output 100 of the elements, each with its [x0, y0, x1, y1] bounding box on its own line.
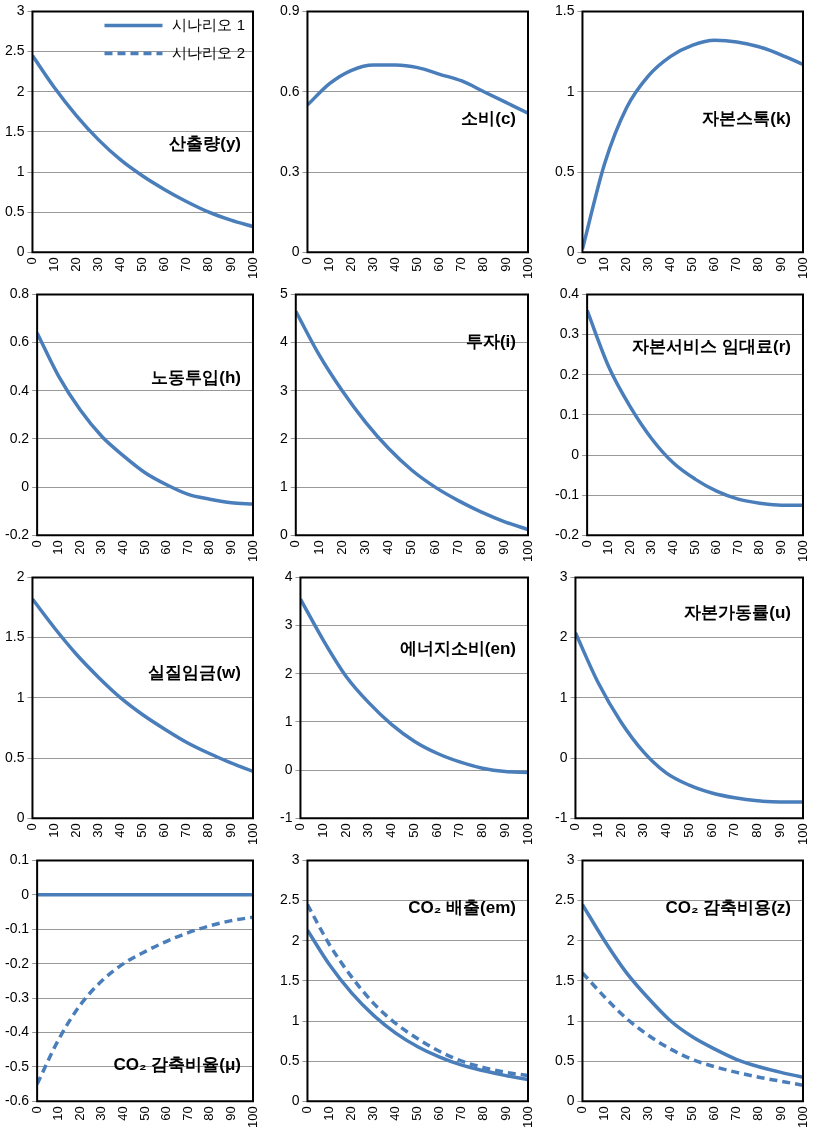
y-tick-label: 3 — [16, 2, 25, 19]
y-tick-label: 1.5 — [279, 971, 300, 988]
x-tick-label: 90 — [772, 257, 788, 272]
y-tick-label: 3 — [559, 568, 568, 585]
y-tick-label: 1.5 — [554, 2, 575, 19]
x-tick-label: 20 — [68, 257, 84, 272]
text: 투자(i) — [465, 332, 516, 352]
x-tick-label: 100 — [244, 257, 260, 280]
x-tick-label: 90 — [496, 823, 512, 838]
x-tick-label: 70 — [451, 823, 467, 838]
x-tick-label: 60 — [431, 1106, 447, 1121]
x-tick-label: 50 — [684, 1106, 700, 1121]
x-tick-label: 100 — [244, 823, 260, 846]
text: 노동투입(h) — [151, 368, 241, 388]
text: 실질임금(w) — [148, 663, 241, 683]
x-tick-label: 30 — [93, 540, 109, 555]
x-tick-label: 80 — [473, 540, 489, 555]
x-tick-label: 100 — [519, 257, 535, 280]
y-tick-label: 2 — [291, 931, 300, 948]
y-tick-label: 1 — [279, 477, 288, 494]
x-tick-label: 80 — [749, 823, 765, 838]
y-tick-label: -0.2 — [5, 526, 30, 543]
y-tick-label: 0.4 — [559, 285, 580, 302]
x-tick-label: 20 — [618, 257, 634, 272]
x-tick-label: 50 — [403, 540, 419, 555]
x-tick-label: 30 — [365, 257, 381, 272]
y-tick-label: 2 — [16, 568, 25, 585]
x-tick-label: 40 — [112, 823, 128, 838]
text: 자본가동률(u) — [684, 603, 791, 623]
x-tick-label: 20 — [337, 823, 353, 838]
x-tick-label: 80 — [475, 1106, 491, 1121]
x-tick-label: 100 — [794, 257, 810, 280]
x-tick-label: 70 — [449, 540, 465, 555]
x-tick-label: 20 — [71, 1106, 87, 1121]
y-tick-label: 2 — [16, 82, 25, 99]
y-tick-label: 0.6 — [279, 82, 300, 99]
y-tick-label: 4 — [284, 568, 293, 585]
y-tick-label: 0.6 — [9, 333, 30, 350]
x-tick-label: 0 — [299, 257, 315, 265]
y-tick-label: 0.5 — [4, 748, 25, 765]
y-tick-label: 0.5 — [554, 1052, 575, 1069]
y-tick-label: 3 — [291, 851, 300, 868]
text: CO₂ 감축비율(μ) — [113, 1054, 241, 1074]
x-tick-label: 50 — [136, 1106, 152, 1121]
y-tick-label: 3 — [566, 851, 575, 868]
y-tick-label: 3 — [279, 381, 288, 398]
x-tick-label: 60 — [158, 1106, 174, 1121]
x-tick-label: 70 — [453, 1106, 469, 1121]
x-tick-label: 10 — [600, 540, 616, 555]
x-tick-label: 100 — [519, 540, 535, 563]
x-tick-label: 60 — [706, 257, 722, 272]
y-tick-label: 0.5 — [554, 162, 575, 179]
x-tick-label: 10 — [46, 257, 62, 272]
x-tick-label: 10 — [596, 257, 612, 272]
text: 소비(c) — [461, 109, 516, 129]
x-tick-label: 10 — [50, 1106, 66, 1121]
x-tick-label: 40 — [380, 540, 396, 555]
x-tick-label: 20 — [71, 540, 87, 555]
x-tick-label: 90 — [222, 1106, 238, 1121]
x-tick-label: 70 — [179, 540, 195, 555]
x-tick-label: 70 — [179, 1106, 195, 1121]
y-tick-label: 0.3 — [279, 162, 300, 179]
x-tick-label: 20 — [621, 540, 637, 555]
y-tick-label: 2 — [279, 429, 288, 446]
x-tick-label: 100 — [244, 1106, 260, 1129]
y-tick-label: 0.5 — [279, 1052, 300, 1069]
x-tick-label: 90 — [222, 823, 238, 838]
x-tick-label: 10 — [310, 540, 326, 555]
x-tick-label: 40 — [383, 823, 399, 838]
y-tick-label: 0.5 — [4, 203, 25, 220]
x-tick-label: 50 — [680, 823, 696, 838]
x-tick-label: 20 — [618, 1106, 634, 1121]
x-tick-label: 100 — [794, 823, 810, 846]
y-tick-label: 4 — [279, 333, 288, 350]
x-tick-label: 90 — [497, 1106, 513, 1121]
x-tick-label: 90 — [771, 823, 787, 838]
legend-label: 시나리오 2 — [172, 43, 245, 61]
x-tick-label: 70 — [728, 1106, 744, 1121]
x-tick-label: 40 — [658, 823, 674, 838]
text: 산출량(y) — [169, 133, 241, 153]
x-tick-label: 60 — [431, 257, 447, 272]
x-tick-label: 40 — [662, 257, 678, 272]
x-tick-label: 50 — [134, 823, 150, 838]
legend-label: 시나리오 1 — [172, 15, 245, 33]
x-tick-label: 60 — [426, 540, 442, 555]
x-tick-label: 20 — [333, 540, 349, 555]
y-tick-label: 1 — [284, 712, 293, 729]
x-tick-label: 80 — [474, 823, 490, 838]
x-tick-label: 50 — [134, 257, 150, 272]
x-tick-label: 10 — [321, 257, 337, 272]
y-tick-label: 0 — [284, 760, 293, 777]
y-tick-label: 0.2 — [9, 429, 30, 446]
x-tick-label: 90 — [222, 257, 238, 272]
x-tick-label: 0 — [299, 1106, 315, 1114]
x-tick-label: 90 — [496, 540, 512, 555]
y-tick-label: 1 — [16, 688, 25, 705]
x-tick-label: 70 — [178, 257, 194, 272]
x-tick-label: 100 — [519, 823, 535, 846]
x-tick-label: 50 — [684, 257, 700, 272]
y-tick-label: -0.5 — [5, 1057, 30, 1074]
